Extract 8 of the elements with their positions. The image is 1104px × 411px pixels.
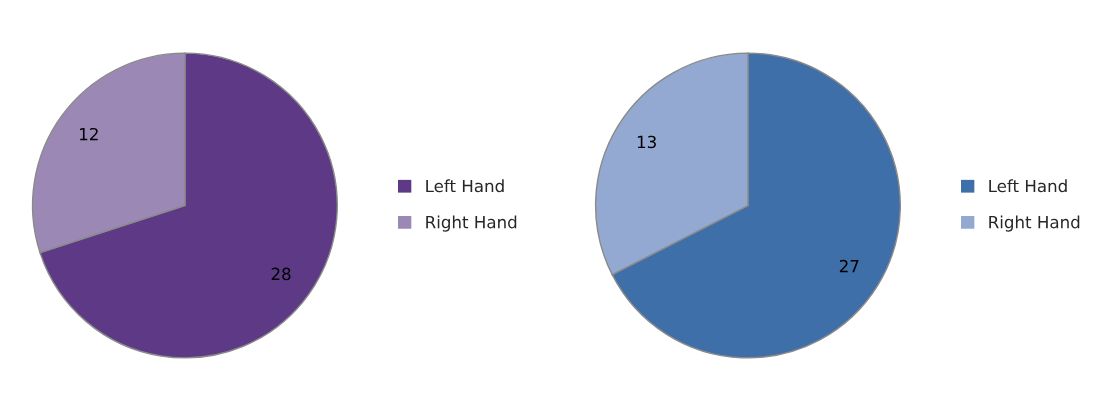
legend-label: Left Hand	[989, 179, 1067, 193]
legend-label: Right Hand	[989, 215, 1080, 232]
data-label: 12	[80, 127, 98, 141]
data-label: 13	[637, 135, 656, 149]
legend-label: Right Hand	[426, 215, 517, 232]
data-label: 27	[839, 259, 859, 273]
legend-label: Left Hand	[426, 179, 504, 193]
data-label: 28	[271, 267, 291, 281]
